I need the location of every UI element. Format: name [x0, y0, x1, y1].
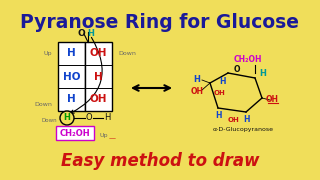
Text: OH: OH: [190, 87, 204, 96]
Text: H: H: [67, 94, 76, 105]
Text: —: —: [108, 135, 116, 141]
Text: OH: OH: [213, 90, 225, 96]
Text: α-D-Glucopyranose: α-D-Glucopyranose: [212, 127, 274, 132]
Text: H: H: [194, 75, 200, 84]
Text: Up: Up: [44, 51, 52, 56]
Text: H: H: [219, 78, 225, 87]
Text: CH₂OH: CH₂OH: [60, 129, 90, 138]
FancyArrowPatch shape: [71, 37, 102, 113]
Bar: [58, 42, 85, 111]
Text: Down: Down: [34, 102, 52, 107]
Text: OH: OH: [90, 94, 107, 105]
Bar: [85, 42, 112, 111]
Text: OH: OH: [90, 48, 107, 58]
Text: Easy method to draw: Easy method to draw: [61, 152, 259, 170]
Text: O: O: [77, 28, 85, 37]
Text: CH₂OH: CH₂OH: [234, 55, 262, 64]
Text: H: H: [215, 111, 221, 120]
Text: H: H: [243, 116, 249, 125]
Text: H: H: [88, 28, 94, 37]
Bar: [56, 126, 94, 140]
Text: Down: Down: [41, 118, 57, 123]
Text: H: H: [94, 71, 103, 82]
Text: Up: Up: [99, 134, 108, 138]
Text: O: O: [86, 114, 92, 123]
Circle shape: [60, 111, 74, 125]
Text: OH: OH: [228, 117, 240, 123]
Text: H: H: [260, 69, 267, 78]
Text: OH: OH: [266, 96, 278, 105]
Text: O: O: [234, 66, 240, 75]
Text: Pyranose Ring for Glucose: Pyranose Ring for Glucose: [20, 13, 300, 32]
Text: H: H: [67, 48, 76, 58]
Text: H: H: [64, 114, 70, 123]
Text: HO: HO: [63, 71, 80, 82]
Text: Down: Down: [118, 51, 136, 56]
Text: H: H: [104, 114, 110, 123]
